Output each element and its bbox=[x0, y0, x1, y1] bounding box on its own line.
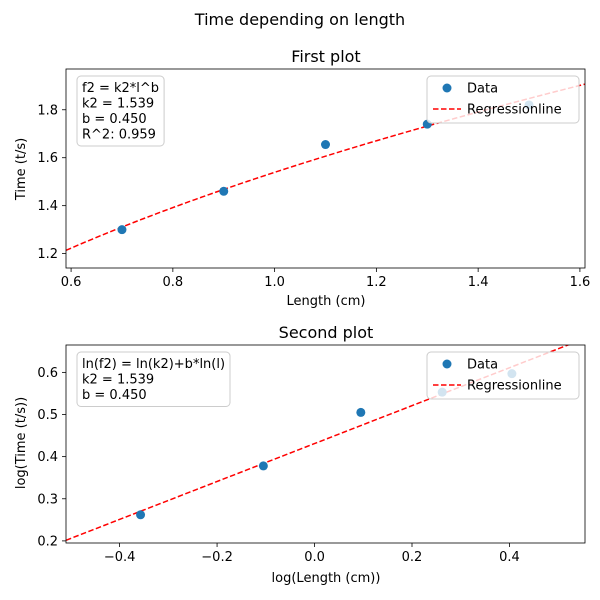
chart-1-annotation-line: R^2: 0.959 bbox=[82, 128, 156, 143]
chart-1-plot-area: 0.6 0.8 1.0 1.2 1.4 1.6 1.2 1.4 1.6 1.8 f2 = k2*l^… bbox=[37, 68, 591, 290]
chart-1-data-point bbox=[219, 186, 229, 196]
chart-1-xtick-label: 0.6 bbox=[61, 275, 82, 290]
chart-1-ytick-label: 1.8 bbox=[37, 103, 58, 118]
chart-2-ylabel: log(Time (t/s)) bbox=[14, 397, 29, 489]
chart-2-xtick-label: 0.4 bbox=[499, 550, 520, 565]
chart-2-data-point bbox=[258, 461, 268, 471]
chart-1-data-point bbox=[117, 225, 127, 235]
chart-1-annotation-line: k2 = 1.539 bbox=[82, 97, 154, 112]
chart-2-data-point bbox=[356, 407, 366, 417]
chart-2-ytick-label: 0.4 bbox=[37, 450, 58, 465]
chart-2-legend-line-label: Regressionline bbox=[467, 379, 562, 394]
chart-1-legend-data-label: Data bbox=[467, 82, 498, 97]
chart-1-xtick-label: 1.4 bbox=[468, 275, 489, 290]
chart-2-xtick-label: −0.4 bbox=[104, 550, 136, 565]
chart-2-plot-area: −0.4 −0.2 0.0 0.2 0.4 0.2 0.3 0.4 0.5 0.6 ln(f2) =… bbox=[37, 344, 586, 565]
chart-2-ytick-label: 0.5 bbox=[37, 408, 58, 423]
chart-1-ytick-label: 1.2 bbox=[37, 247, 58, 262]
chart-1-ylabel: Time (t/s) bbox=[14, 138, 29, 201]
chart-1-legend-line-label: Regressionline bbox=[467, 103, 562, 118]
chart-1-data-point bbox=[321, 140, 330, 150]
chart-2-legend-data-label: Data bbox=[467, 358, 498, 373]
chart-panel-1: First plot 0.6 0.8 1.0 1.2 1.4 1.6 1.2 1.4 1.6 1.… bbox=[14, 47, 590, 309]
chart-2-xtick-label: 0.2 bbox=[402, 550, 423, 565]
chart-2-xlabel: log(Length (cm)) bbox=[272, 571, 381, 586]
chart-2-ytick-label: 0.2 bbox=[37, 534, 58, 549]
chart-2-legend-data-marker bbox=[442, 359, 452, 369]
chart-1-xlabel: Length (cm) bbox=[287, 294, 366, 309]
chart-2-annotation-line: b = 0.450 bbox=[82, 388, 147, 403]
chart-2-data-point bbox=[136, 510, 146, 520]
chart-1-frame bbox=[65, 68, 586, 269]
chart-2-xtick-label: −0.2 bbox=[201, 550, 233, 565]
chart-1-ytick-label: 1.4 bbox=[37, 199, 58, 214]
chart-2-title: Second plot bbox=[279, 323, 374, 342]
chart-2-xtick-label: 0.0 bbox=[304, 550, 325, 565]
chart-1-title: First plot bbox=[291, 47, 360, 66]
chart-1-annotation-line: f2 = k2*l^b bbox=[82, 81, 159, 96]
chart-panel-2: Second plot −0.4 −0.2 0.0 0.2 0.4 0.2 0.3 0.4 0.… bbox=[14, 323, 586, 586]
chart-2-ytick-label: 0.6 bbox=[37, 366, 58, 381]
chart-1-xtick-label: 1.0 bbox=[264, 275, 285, 290]
figure-suptitle: Time depending on length bbox=[194, 10, 406, 29]
chart-2-legend: Data Regressionline bbox=[426, 351, 580, 400]
chart-1-xtick-label: 0.8 bbox=[163, 275, 184, 290]
chart-1-xtick-label: 1.2 bbox=[366, 275, 387, 290]
chart-1-annotation-line: b = 0.450 bbox=[82, 112, 147, 127]
chart-1-ytick-label: 1.6 bbox=[37, 151, 58, 166]
chart-1-legend-data-marker bbox=[442, 83, 452, 93]
chart-1-xtick-label: 1.6 bbox=[570, 275, 591, 290]
chart-2-annotation-line: k2 = 1.539 bbox=[82, 373, 154, 388]
chart-2-annotation-line: ln(f2) = ln(k2)+b*ln(l) bbox=[82, 357, 225, 372]
chart-2-frame bbox=[65, 344, 586, 544]
chart-1-legend: Data Regressionline bbox=[426, 75, 580, 124]
chart-2-ytick-label: 0.3 bbox=[37, 492, 58, 507]
